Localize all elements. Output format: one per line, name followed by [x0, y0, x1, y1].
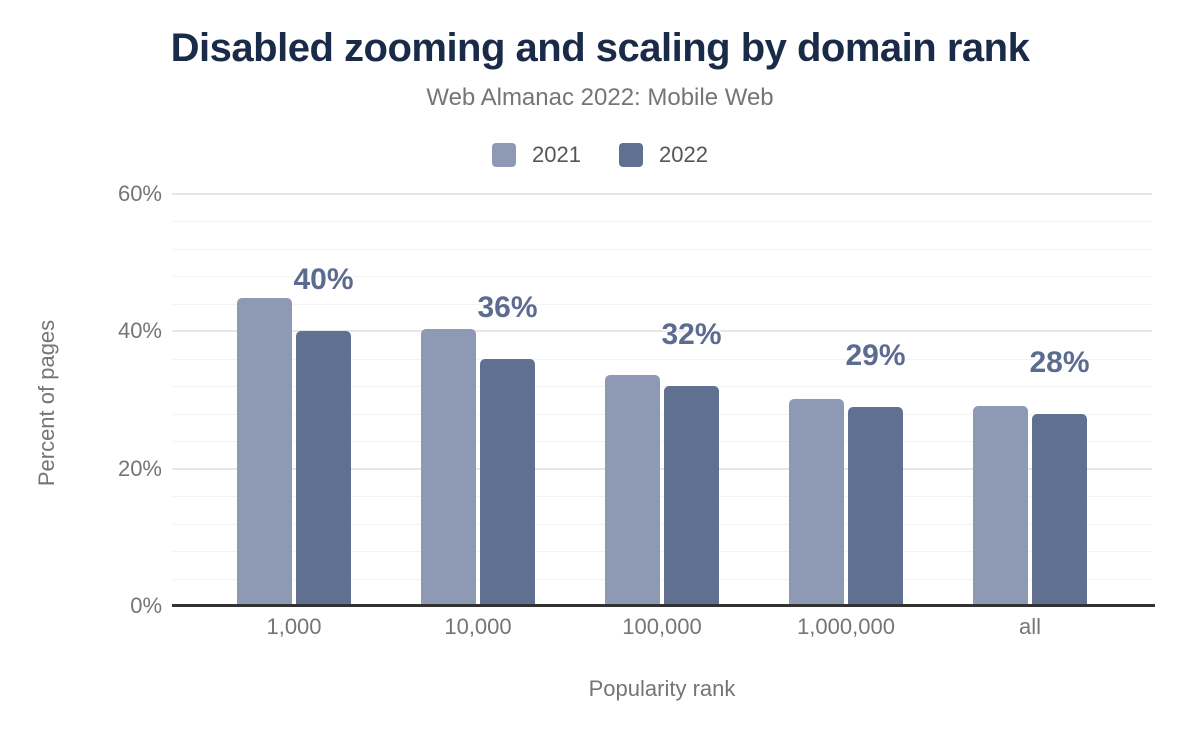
bar-2022-all[interactable] — [1032, 413, 1087, 606]
minor-gridline — [172, 276, 1152, 278]
x-axis-tick-label: 10,000 — [444, 614, 512, 639]
bar-2022-1,000[interactable] — [296, 331, 351, 606]
x-axis-line — [172, 604, 1155, 607]
legend-color-swatch — [492, 143, 517, 167]
minor-gridline — [172, 441, 1152, 443]
bar-value-label: 29% — [845, 338, 906, 372]
bar-value-label: 40% — [293, 263, 354, 297]
chart-title: Disabled zooming and scaling by domain r… — [170, 26, 1030, 70]
x-axis-tick-label: 1,000 — [266, 614, 322, 639]
minor-gridline — [172, 413, 1152, 415]
minor-gridline — [172, 248, 1152, 250]
bar-2021-100,000[interactable] — [605, 374, 660, 606]
minor-gridline — [172, 358, 1152, 360]
bar-group-all: 28% — [938, 194, 1122, 606]
bar-groups: 40% 36% 32% 29% 28% — [202, 194, 1122, 606]
minor-gridline — [172, 551, 1152, 553]
legend-label: 2022 — [659, 142, 708, 167]
minor-gridline — [172, 578, 1152, 580]
bar-2021-all[interactable] — [973, 406, 1028, 606]
x-axis-title: Popularity rank — [588, 676, 736, 701]
y-axis-tick-label: 60% — [117, 181, 162, 206]
x-axis-tick-label: 100,000 — [622, 614, 702, 639]
minor-gridline — [172, 221, 1152, 223]
x-axis-tick-label: all — [1018, 614, 1041, 639]
bar-2021-1,000[interactable] — [237, 298, 292, 606]
bar-2021-10,000[interactable] — [421, 328, 476, 606]
bar-group-1,000,000: 29% — [754, 194, 938, 606]
minor-gridline — [172, 303, 1152, 305]
legend-color-swatch — [619, 143, 643, 167]
legend-label: 2021 — [532, 142, 581, 167]
y-axis-tick-label: 20% — [117, 455, 162, 481]
bar-2021-1,000,000[interactable] — [789, 398, 844, 606]
bar-value-label: 28% — [1029, 345, 1090, 379]
x-axis-tick-label: 1,000,000 — [797, 614, 895, 639]
major-gridline — [172, 330, 1152, 333]
chart-subtitle: Web Almanac 2022: Mobile Web — [426, 84, 774, 111]
bar-value-label: 36% — [477, 290, 538, 324]
legend-item-2021[interactable]: 2021 — [492, 142, 581, 168]
legend: 2021 2022 — [0, 140, 1200, 170]
bar-2022-10,000[interactable] — [480, 358, 535, 606]
bar-2022-100,000[interactable] — [664, 386, 719, 606]
major-gridline — [172, 467, 1152, 470]
y-axis-title: Percent of pages — [34, 319, 59, 487]
bar-value-label: 32% — [661, 318, 722, 352]
x-axis-ticks: 1,000 10,000 100,000 1,000,000 all — [202, 613, 1122, 641]
bar-group-100,000: 32% — [570, 194, 754, 606]
bar-2022-1,000,000[interactable] — [848, 406, 903, 606]
bar-group-10,000: 36% — [386, 194, 570, 606]
plot-area — [172, 193, 1152, 606]
minor-gridline — [172, 496, 1152, 498]
major-gridline — [172, 193, 1152, 195]
minor-gridline — [172, 523, 1152, 525]
minor-gridline — [172, 386, 1152, 388]
bar-group-1,000: 40% — [202, 194, 386, 606]
legend-item-2022[interactable]: 2022 — [619, 142, 708, 168]
y-axis-tick-label: 40% — [117, 318, 162, 344]
y-axis-tick-label: 0% — [130, 593, 162, 618]
